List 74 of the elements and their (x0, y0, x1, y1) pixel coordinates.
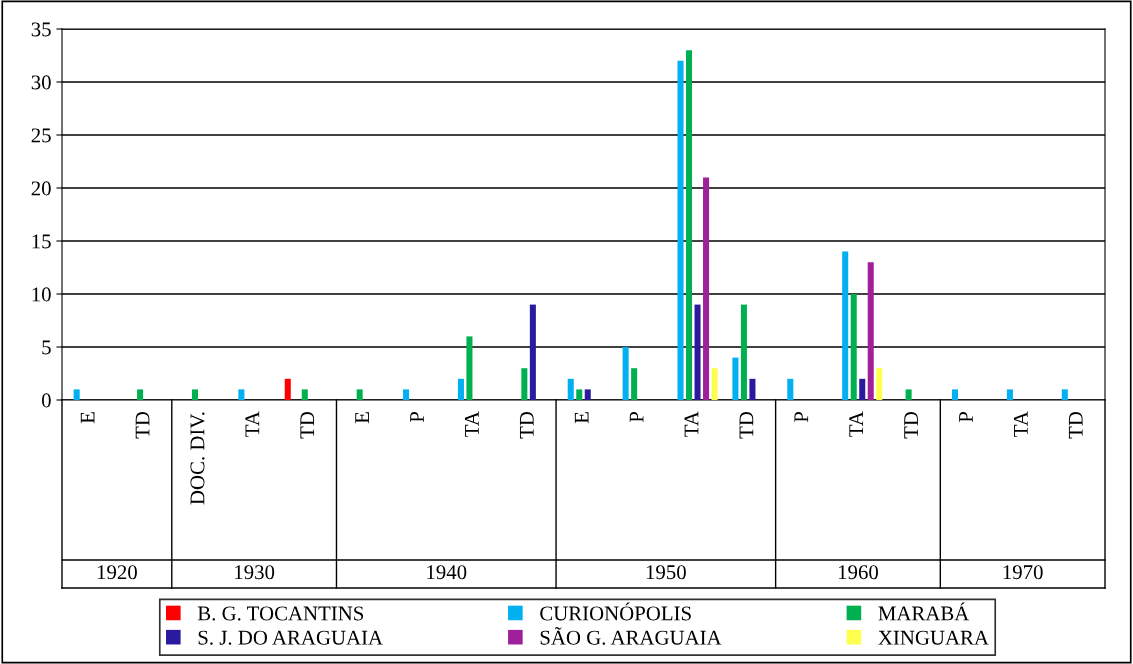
x-tick-label: DOC. DIV. (190, 412, 205, 505)
x-tick-label: P (959, 411, 973, 423)
x-tick-label: TA (245, 411, 260, 437)
bar (703, 177, 710, 400)
y-tick-label: 25 (31, 128, 51, 143)
y-tick-label: 20 (31, 181, 51, 196)
bar (787, 378, 794, 400)
text: 1930 (235, 565, 275, 580)
text: 1960 (838, 565, 879, 580)
bar (529, 304, 536, 400)
x-tick-label: TD (1068, 411, 1083, 439)
y-tick-label: 0 (41, 393, 51, 408)
bar (73, 389, 80, 400)
x-tick-label: TD (739, 411, 754, 439)
bar (576, 389, 583, 400)
bar (740, 304, 747, 400)
legend-label: B. G. TOCANTINS (197, 606, 364, 621)
legend-label: XINGUARA (878, 630, 989, 645)
bar (631, 368, 638, 400)
x-tick-label: TD (904, 411, 918, 439)
bar (859, 378, 866, 400)
x-tick-label: E (574, 412, 589, 424)
bar (842, 251, 849, 400)
bar (284, 378, 291, 400)
text: 1970 (1003, 565, 1043, 580)
bar (905, 389, 912, 400)
x-tick-label: TD (519, 411, 534, 439)
text: 1920 (97, 565, 137, 580)
x-tick-label: TA (849, 411, 863, 437)
x-tick-label: P (794, 411, 809, 423)
bar (732, 357, 739, 400)
x-tick-label: TA (1013, 411, 1028, 437)
y-tick-label: 10 (32, 287, 51, 302)
x-tick-label: TA (464, 411, 479, 437)
x-tick-label: TD (135, 411, 150, 439)
bar (1061, 389, 1068, 400)
legend-label: SÃO G. ARAGUAIA (540, 627, 722, 645)
bar (1006, 389, 1013, 400)
x-tick-label: TD (300, 411, 315, 439)
bar (301, 389, 308, 400)
x-tick-label: E (80, 412, 95, 424)
bar (403, 389, 410, 400)
bar (850, 294, 857, 400)
legend-label: CURIONÓPOLIS (540, 602, 691, 621)
bar (951, 389, 959, 400)
y-tick-label: 35 (31, 22, 51, 37)
x-tick-label: TA (684, 411, 699, 437)
text: 1950 (646, 565, 686, 580)
y-tick-label: 5 (42, 340, 51, 355)
bar (584, 389, 591, 400)
bar (137, 389, 144, 400)
bar (457, 378, 464, 400)
y-tick-label: 15 (32, 234, 51, 249)
bar (749, 378, 756, 400)
bar (521, 368, 528, 400)
bar (867, 262, 874, 400)
bar (356, 389, 363, 400)
bar (622, 347, 629, 400)
bar (238, 389, 245, 400)
bar (191, 389, 198, 400)
bar (686, 50, 693, 400)
x-tick-label: P (629, 411, 644, 423)
x-tick-label: E (355, 412, 369, 424)
bar (567, 378, 574, 400)
text: 1940 (427, 565, 467, 580)
y-tick-label: 30 (31, 75, 51, 90)
bar (677, 60, 684, 400)
bar (694, 304, 701, 400)
legend-label: S. J. DO ARAGUAIA (198, 630, 383, 645)
x-tick-label: P (410, 411, 424, 423)
legend-label: MARABÁ (878, 602, 970, 621)
bar (876, 368, 883, 400)
bar (711, 368, 718, 400)
bar (466, 336, 473, 400)
